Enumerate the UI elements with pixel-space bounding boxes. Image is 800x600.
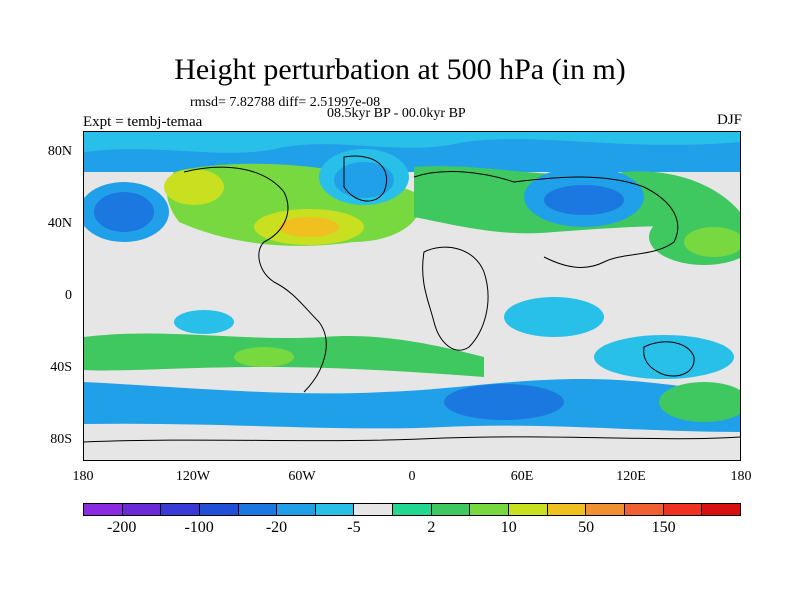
- experiment-label: Expt = tembj-temaa: [83, 114, 203, 130]
- colorbar-box: [277, 504, 316, 515]
- colorbar-label: 10: [500, 519, 517, 536]
- y-tick-label: 40N: [47, 216, 72, 231]
- colorbar-label: -20: [265, 519, 288, 536]
- y-tick-label: 40S: [50, 360, 72, 375]
- plot-title: Height perturbation at 500 hPa (in m): [174, 53, 626, 86]
- x-tick-label: 60W: [288, 469, 316, 484]
- colorbar-box: [161, 504, 200, 515]
- colorbar-box: [663, 504, 703, 515]
- x-tick-label: 180: [72, 469, 94, 484]
- colorbar-label: 150: [651, 519, 676, 536]
- colorbar-box: [84, 504, 123, 515]
- colorbar-box: [470, 504, 510, 515]
- colorbar-label: 2: [427, 519, 436, 536]
- y-tick-label: 80N: [47, 144, 72, 159]
- colorbar-box: [586, 504, 625, 515]
- colorbar-box: [393, 504, 432, 515]
- y-tick-label: 80S: [50, 432, 72, 447]
- x-tick-label: 0: [408, 469, 416, 484]
- colorbar-label: -200: [107, 519, 137, 536]
- stats-line: rmsd= 7.82788 diff= 2.51997e-08: [190, 95, 381, 110]
- season-label: DJF: [716, 112, 742, 128]
- colorbar-box: [431, 504, 471, 515]
- colorbar-box: [315, 504, 355, 515]
- contour-field: [84, 132, 740, 460]
- colorbar-box: [354, 504, 394, 515]
- map-panel: [83, 131, 741, 461]
- colorbar-box: [238, 504, 278, 515]
- x-tick-label: 120W: [175, 469, 211, 484]
- period-line: 08.5kyr BP - 00.0kyr BP: [327, 106, 466, 121]
- colorbar-box: [702, 504, 740, 515]
- colorbar-label: -100: [184, 519, 214, 536]
- colorbar-box: [624, 504, 664, 515]
- colorbar: [83, 503, 741, 516]
- colorbar-label: 50: [578, 519, 595, 536]
- y-tick-label: 0: [65, 288, 72, 303]
- colorbar-box: [122, 504, 162, 515]
- x-tick-label: 60E: [510, 469, 534, 484]
- colorbar-box: [547, 504, 587, 515]
- colorbar-box: [509, 504, 548, 515]
- colorbar-label: -5: [347, 519, 361, 536]
- x-tick-label: 180: [730, 469, 752, 484]
- colorbar-box: [199, 504, 239, 515]
- x-tick-label: 120E: [616, 469, 646, 484]
